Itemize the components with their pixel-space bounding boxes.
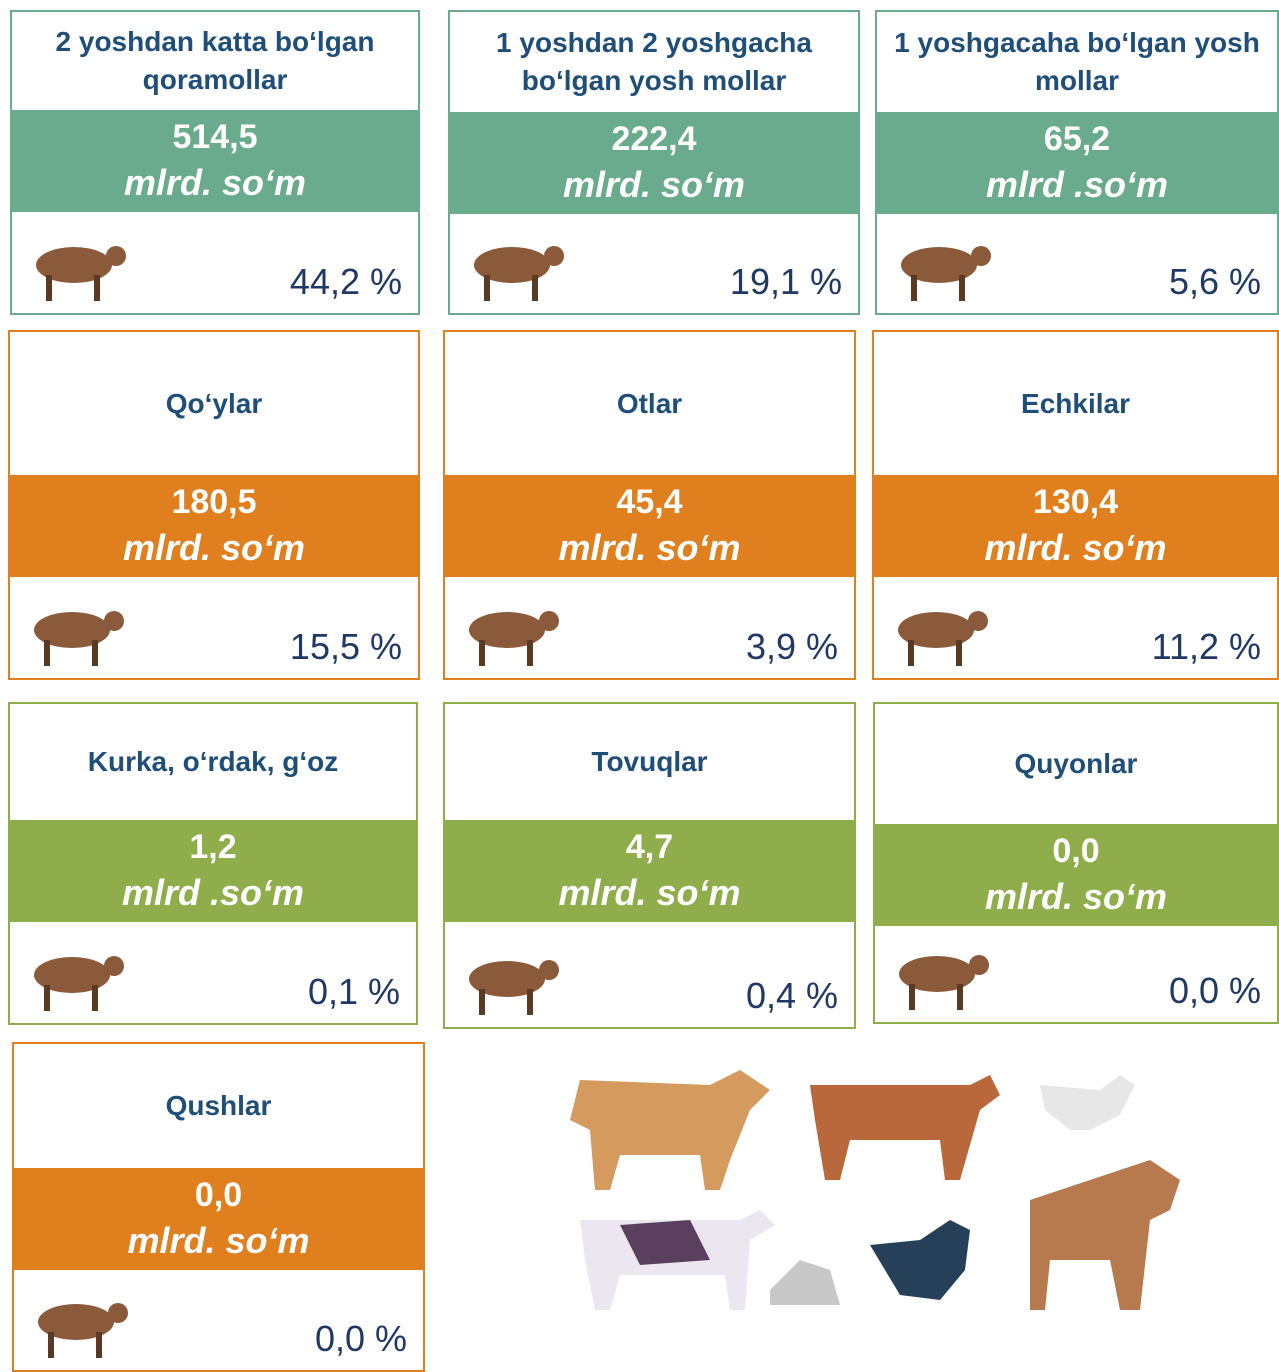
animal-icon xyxy=(36,246,126,301)
value: 45,4 xyxy=(616,483,683,521)
unit: mlrd. so‘m xyxy=(122,527,306,568)
unit: mlrd. so‘m xyxy=(558,527,741,568)
value-band: 222,4 mlrd. so‘m xyxy=(450,112,858,214)
value: 0,0 xyxy=(194,1176,243,1214)
percent: 19,1 % xyxy=(729,261,842,302)
card: Qo‘ylar 180,5 mlrd. so‘m 15,5 % xyxy=(8,330,420,680)
card-title: Echkilar xyxy=(1021,387,1130,419)
value-band: 1,2 mlrd .so‘m xyxy=(10,820,416,922)
animal-icon xyxy=(469,960,559,1015)
value: 65,2 xyxy=(1043,120,1111,158)
value: 4,7 xyxy=(625,828,674,866)
value-band: 130,4 mlrd. so‘m xyxy=(874,475,1277,577)
value-band: 4,7 mlrd. so‘m xyxy=(445,820,854,922)
value: 222,4 xyxy=(611,120,697,158)
animal-icon xyxy=(901,246,991,301)
unit: mlrd .so‘m xyxy=(121,872,305,913)
animal-icon xyxy=(34,611,124,666)
card-title: Quyonlar xyxy=(1014,748,1138,779)
percent: 0,0 % xyxy=(314,1318,407,1359)
percent: 5,6 % xyxy=(1168,261,1261,302)
animal-icon xyxy=(38,1303,128,1358)
value-band: 0,0 mlrd. so‘m xyxy=(875,824,1277,926)
card-title: Qo‘ylar xyxy=(165,387,263,419)
value-band: 45,4 mlrd. so‘m xyxy=(445,475,854,577)
unit: mlrd. so‘m xyxy=(127,1220,310,1261)
unit: mlrd .so‘m xyxy=(985,164,1169,205)
card: Kurka, o‘rdak, g‘oz 1,2 mlrd .so‘m 0,1 % xyxy=(8,702,418,1025)
card-title: 2 yoshdan katta bo‘lgan qoramollar xyxy=(55,26,375,95)
card: 1 yoshgacaha bo‘lgan yosh mollar 65,2 mlrd… xyxy=(875,10,1279,315)
animal-icon xyxy=(469,611,559,666)
card-title: 1 yoshgacaha bo‘lgan yosh mollar xyxy=(894,27,1260,96)
decorative-animals xyxy=(570,1070,1180,1310)
percent: 0,0 % xyxy=(1168,970,1261,1011)
value: 514,5 xyxy=(172,118,258,156)
card-title: Tovuqlar xyxy=(591,746,708,777)
card: Echkilar 130,4 mlrd. so‘m 11,2 % xyxy=(872,330,1279,680)
card-title: Kurka, o‘rdak, g‘oz xyxy=(87,746,339,777)
card: Quyonlar 0,0 mlrd. so‘m 0,0 % xyxy=(873,702,1279,1024)
percent: 0,4 % xyxy=(745,975,838,1016)
value-band: 180,5 mlrd. so‘m xyxy=(10,475,418,577)
percent: 15,5 % xyxy=(289,626,402,667)
card: 1 yoshdan 2 yoshgacha bo‘lgan yosh molla… xyxy=(448,10,860,315)
value: 0,0 xyxy=(1052,832,1100,870)
card: Otlar 45,4 mlrd. so‘m 3,9 % xyxy=(443,330,856,680)
percent: 0,1 % xyxy=(307,971,400,1012)
value: 1,2 xyxy=(189,828,237,866)
card: Tovuqlar 4,7 mlrd. so‘m 0,4 % xyxy=(443,702,856,1029)
card-title: 1 yoshdan 2 yoshgacha bo‘lgan yosh molla… xyxy=(496,27,812,96)
animal-icon xyxy=(34,956,124,1011)
unit: mlrd. so‘m xyxy=(984,876,1168,917)
value: 180,5 xyxy=(171,483,257,521)
percent: 11,2 % xyxy=(1151,626,1261,667)
value-band: 0,0 mlrd. so‘m xyxy=(14,1168,423,1270)
animal-icon xyxy=(898,611,988,666)
unit: mlrd. so‘m xyxy=(562,164,746,205)
unit: mlrd. so‘m xyxy=(558,872,741,913)
card: 2 yoshdan katta bo‘lgan qoramollar 514,5 m… xyxy=(10,10,420,315)
value: 130,4 xyxy=(1032,483,1119,521)
percent: 3,9 % xyxy=(745,626,838,667)
unit: mlrd. so‘m xyxy=(984,527,1167,568)
animal-icon xyxy=(474,246,564,301)
card-title: Qushlar xyxy=(165,1090,272,1121)
card-title: Otlar xyxy=(616,387,683,419)
unit: mlrd. so‘m xyxy=(123,162,307,203)
value-band: 65,2 mlrd .so‘m xyxy=(877,112,1277,214)
value-band: 514,5 mlrd. so‘m xyxy=(12,110,418,212)
percent: 44,2 % xyxy=(289,261,402,302)
animal-icon xyxy=(899,955,989,1010)
card: Qushlar 0,0 mlrd. so‘m 0,0 % xyxy=(12,1042,425,1372)
